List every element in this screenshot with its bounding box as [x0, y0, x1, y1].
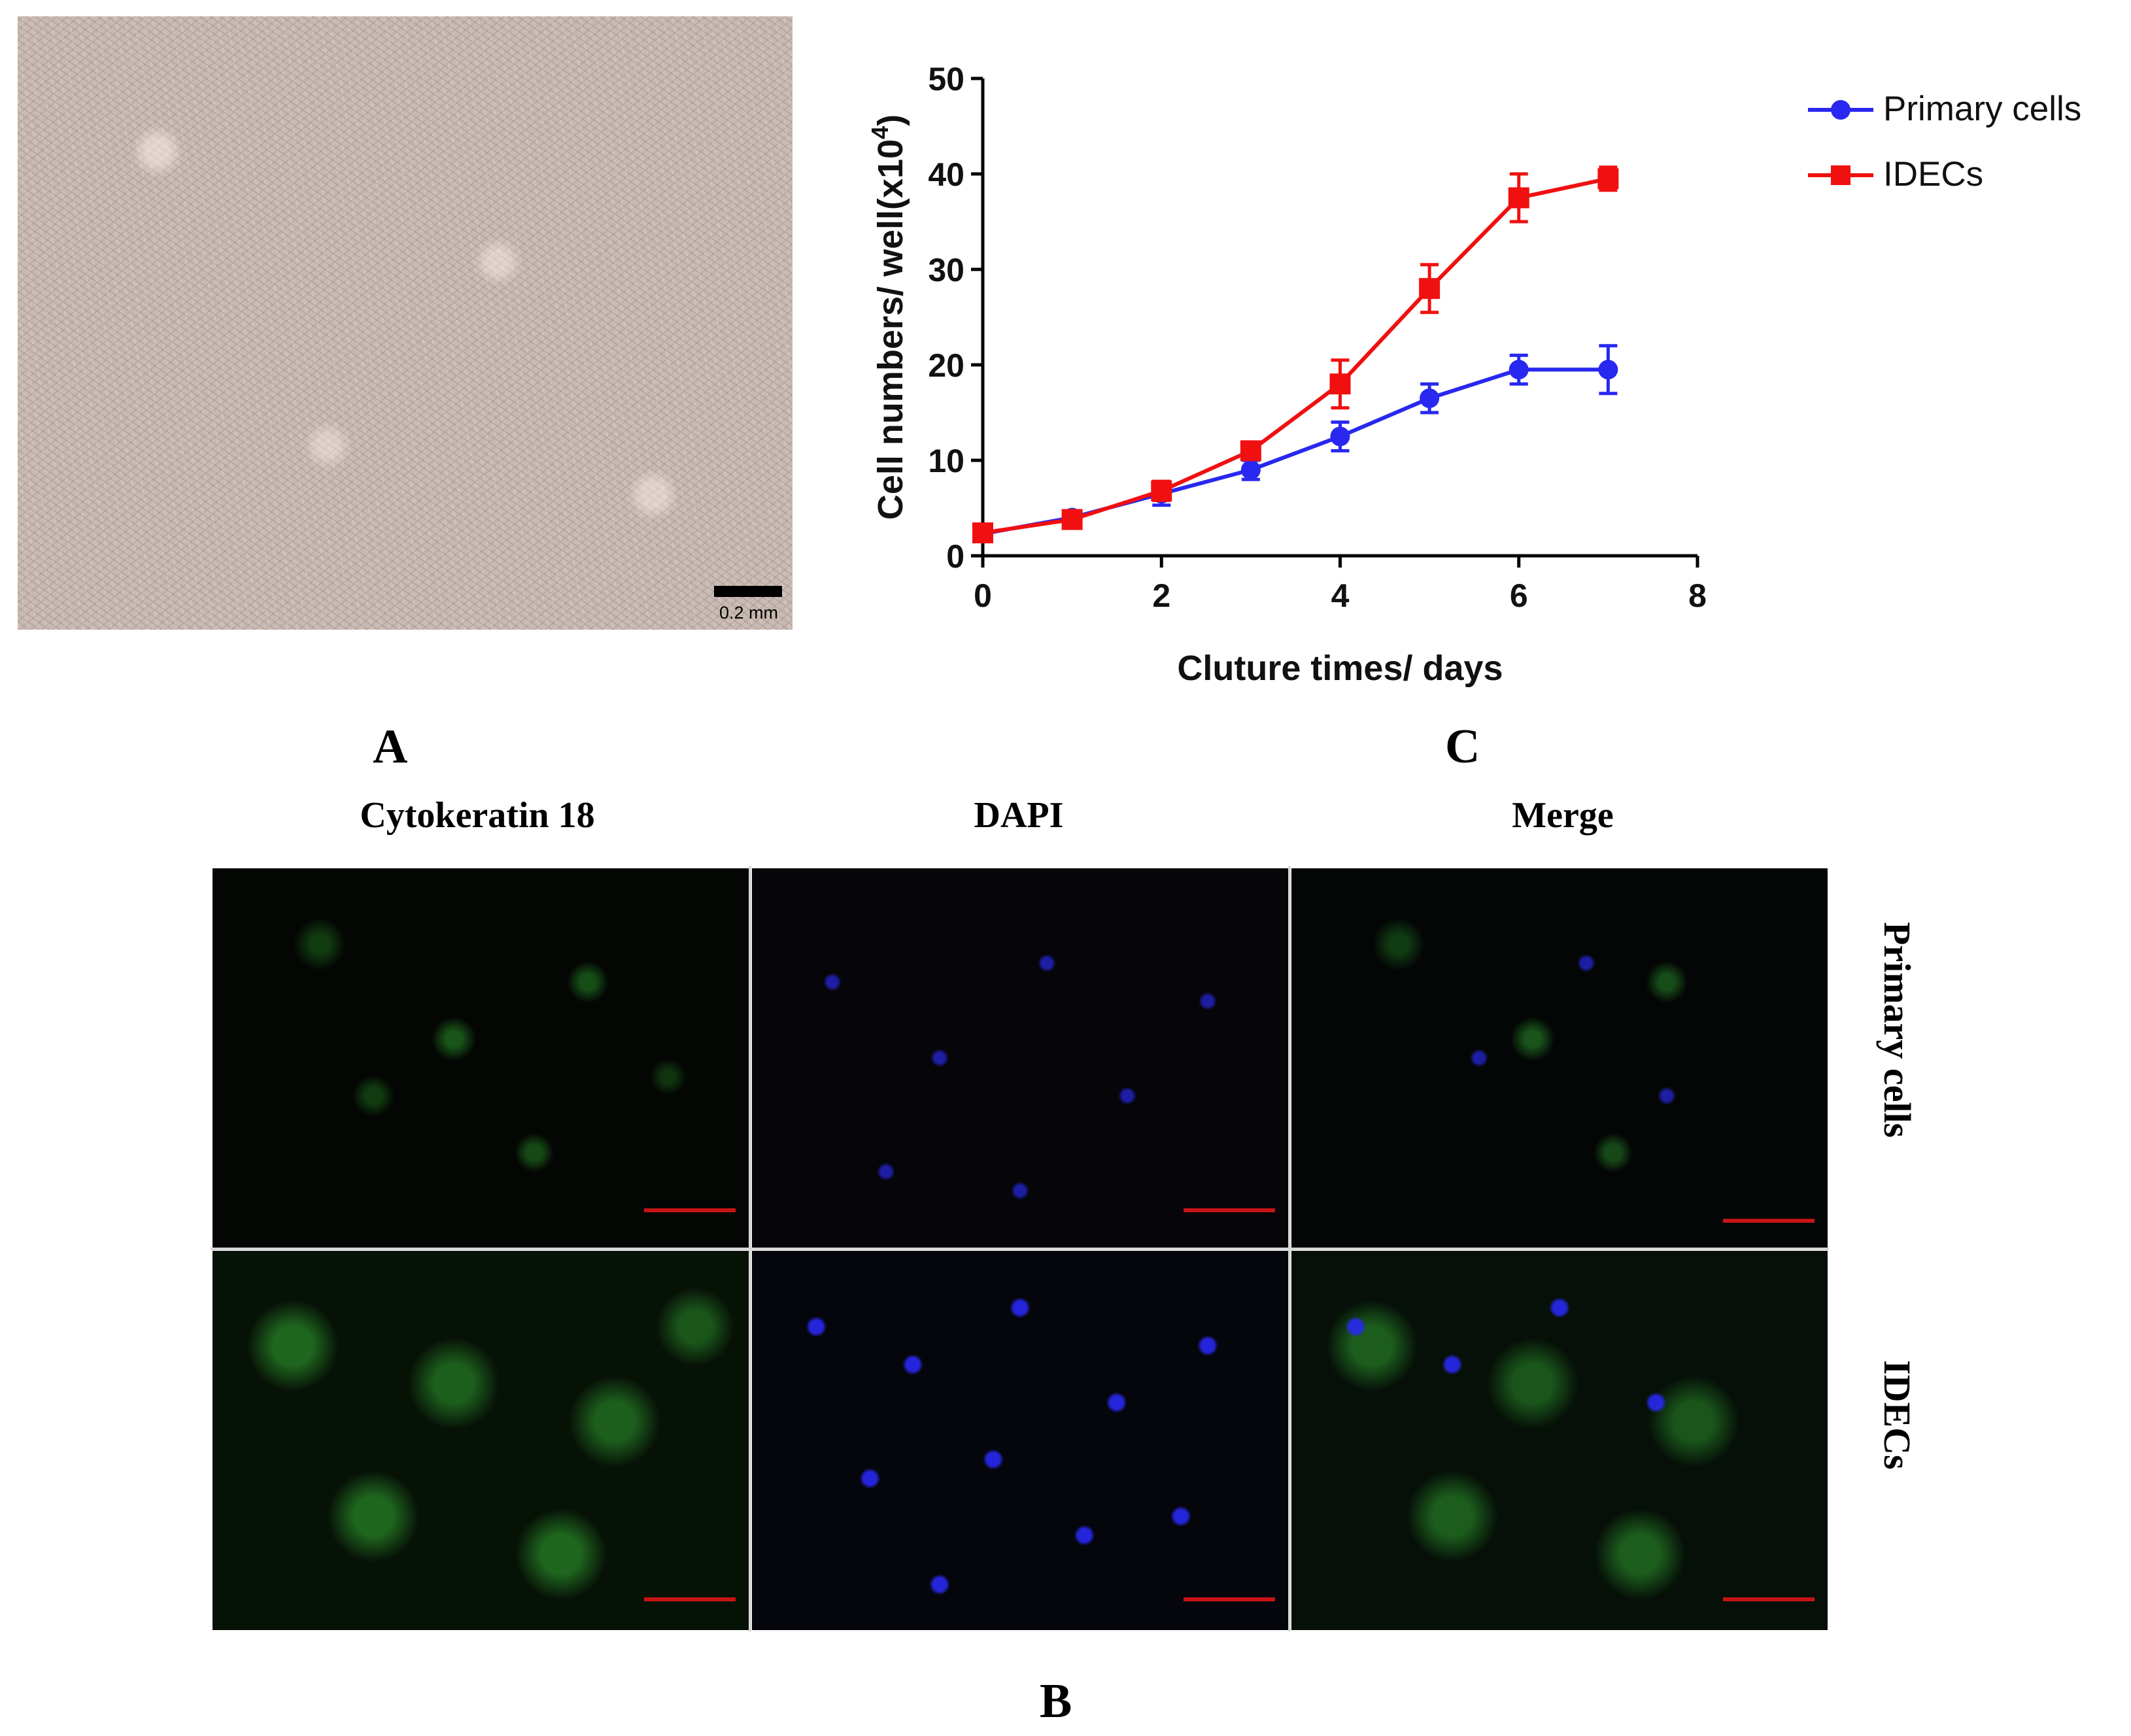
y-tick-label: 30 [928, 252, 964, 288]
column-title-dapi: DAPI [974, 795, 1064, 836]
data-point-idecs [1597, 168, 1619, 190]
data-point-idecs [1508, 187, 1529, 209]
x-tick-label: 6 [1510, 577, 1528, 614]
column-title-merge: Merge [1512, 795, 1614, 836]
legend-label-idecs: IDECs [1883, 155, 1984, 194]
series-line-idecs [982, 177, 1609, 535]
data-point-idecs [1151, 480, 1172, 502]
image-cytokeratin-idecs [213, 1251, 749, 1630]
data-point-primary [1420, 388, 1440, 409]
data-point-primary [1598, 360, 1618, 380]
panel-label-a: A [373, 720, 408, 774]
x-tick-label: 4 [1331, 577, 1350, 614]
micrograph-scale-bar [714, 586, 782, 597]
legend-label-primary: Primary cells [1883, 90, 2082, 128]
y-tick-label: 50 [928, 61, 964, 97]
column-title-cytokeratin: Cytokeratin 18 [360, 795, 595, 836]
data-point-primary [1509, 360, 1529, 380]
growth-curve-chart: 0 10 20 30 40 50 0 2 4 6 8 Cluture times/ days Cell … [866, 61, 1707, 688]
x-tick-label: 8 [1688, 577, 1707, 614]
y-tick-label: 20 [928, 347, 964, 384]
panel-label-b: B [1040, 1675, 1072, 1728]
panel-label-c: C [1445, 720, 1480, 774]
image-dapi-idecs [752, 1251, 1288, 1630]
row-title-idecs: IDECs [1876, 1360, 1918, 1470]
data-point-primary [1330, 426, 1350, 447]
x-tick-label: 0 [974, 577, 992, 614]
image-dapi-primary [752, 868, 1288, 1248]
y-axis-label: Cell numbers/ well(x104) [866, 114, 910, 520]
row-title-primary: Primary cells [1876, 922, 1918, 1138]
data-point-idecs [1419, 278, 1441, 299]
image-merge-idecs [1291, 1251, 1828, 1630]
data-point-idecs [1061, 509, 1083, 530]
image-cytokeratin-primary [213, 868, 749, 1248]
micrograph-scale-label: 0.2 mm [719, 603, 779, 622]
panel-divider [211, 1248, 1829, 1250]
y-tick-label: 0 [946, 538, 964, 575]
y-tick-label: 40 [928, 156, 964, 193]
x-tick-label: 2 [1152, 577, 1170, 614]
legend-marker-idecs [1808, 165, 1873, 185]
data-point-idecs [972, 522, 993, 543]
data-point-primary [1240, 460, 1261, 480]
data-point-idecs [1329, 373, 1351, 395]
data-point-idecs [1240, 440, 1261, 462]
y-tick-label: 10 [928, 443, 964, 479]
x-axis-label: Cluture times/ days [1177, 649, 1503, 688]
image-merge-primary [1291, 868, 1828, 1248]
legend-marker-primary [1808, 100, 1873, 120]
phase-contrast-micrograph [18, 16, 793, 630]
